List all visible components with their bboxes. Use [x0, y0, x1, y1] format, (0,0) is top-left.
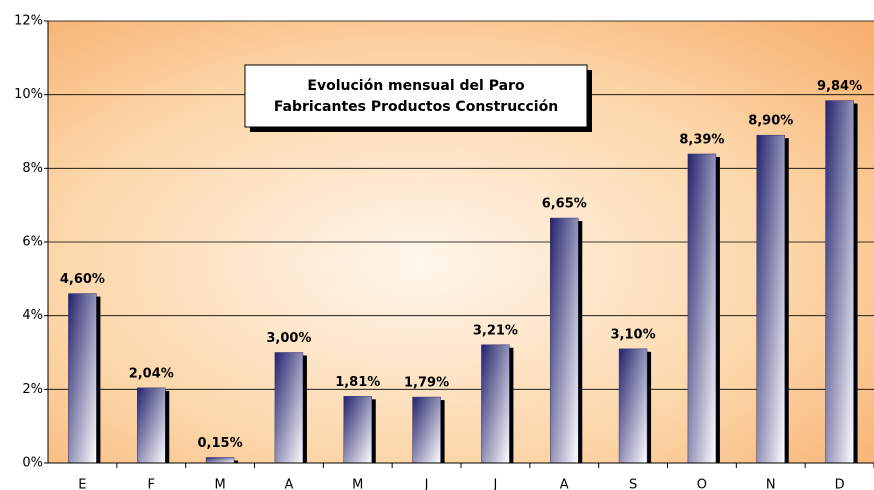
value-label: 6,65% — [542, 197, 587, 212]
x-tick-label: F — [148, 478, 155, 490]
x-tick-label: J — [492, 478, 497, 490]
y-tick-label: 4% — [22, 308, 43, 323]
value-label: 1,81% — [335, 375, 380, 390]
x-tick-label: A — [560, 478, 569, 490]
bar — [550, 217, 579, 464]
bar — [274, 352, 304, 464]
bar — [756, 134, 785, 464]
x-tick-label: D — [835, 478, 845, 490]
value-label: 3,10% — [611, 327, 656, 342]
y-tick-label: 8% — [22, 161, 43, 176]
y-tick-label: 6% — [22, 235, 43, 250]
value-label: 3,21% — [473, 323, 518, 338]
x-tick-label: O — [697, 478, 707, 490]
chart-title: Evolución mensual del Paro — [307, 78, 525, 94]
value-label: 2,04% — [129, 366, 174, 381]
chart-subtitle: Fabricantes Productos Construcción — [274, 99, 558, 115]
bar — [618, 348, 648, 464]
x-tick-label: S — [629, 478, 637, 490]
bar — [68, 293, 97, 464]
value-label: 0,15% — [198, 436, 243, 451]
y-tick-label: 0% — [22, 456, 43, 471]
title-box — [244, 64, 588, 128]
bar — [205, 457, 235, 464]
value-label: 3,00% — [266, 331, 311, 346]
x-tick-label: M — [352, 478, 363, 490]
x-tick-label: N — [766, 478, 776, 490]
x-tick-label: A — [284, 478, 293, 490]
x-tick-label: M — [214, 478, 225, 490]
x-tick-label: J — [424, 478, 429, 490]
value-label: 4,60% — [60, 272, 105, 287]
bar — [687, 153, 717, 464]
y-tick-label: 2% — [22, 382, 43, 397]
bar — [825, 100, 854, 464]
x-tick-label: E — [78, 478, 86, 490]
bar — [481, 344, 510, 464]
value-label: 1,79% — [404, 376, 449, 391]
value-label: 9,84% — [817, 79, 862, 94]
bar — [343, 396, 372, 464]
bar — [137, 387, 166, 464]
y-tick-label: 12% — [14, 14, 43, 29]
value-label: 8,39% — [679, 132, 724, 147]
y-tick-label: 10% — [14, 87, 43, 102]
bar — [412, 396, 441, 464]
value-label: 8,90% — [748, 114, 793, 129]
